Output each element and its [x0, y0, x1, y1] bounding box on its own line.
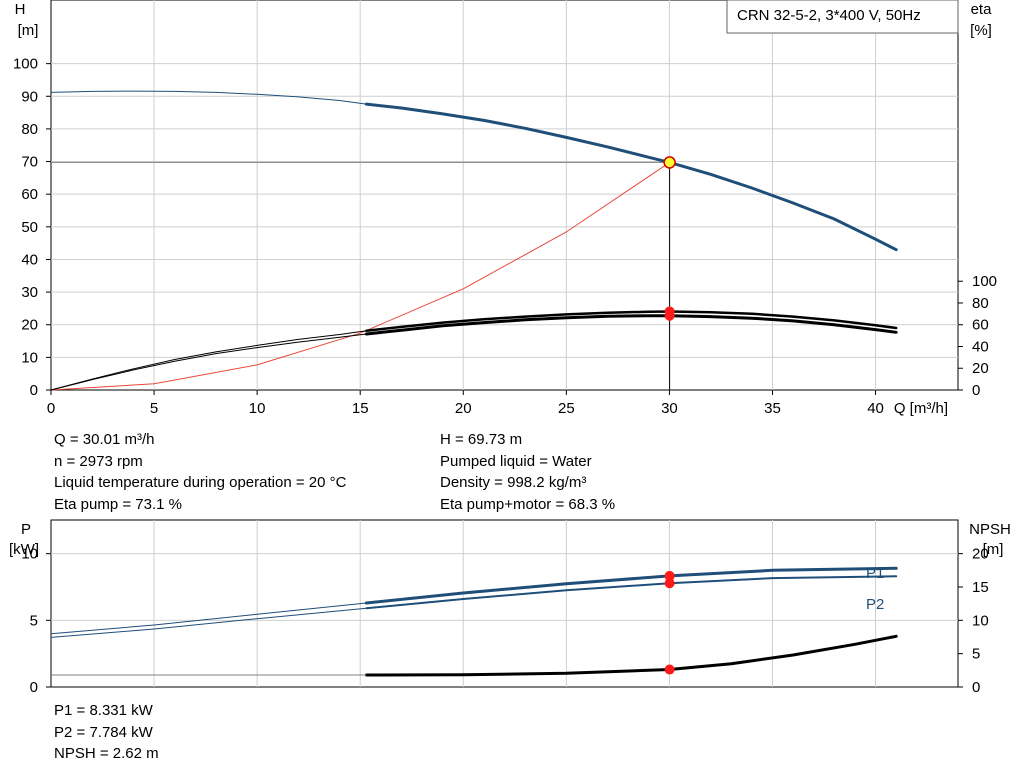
h-tick-label: 10: [21, 349, 38, 366]
npsh-axis-unit: [m]: [983, 541, 1004, 558]
p2-curve: [365, 575, 898, 610]
h-tick-label: 20: [21, 317, 38, 334]
head-axis-label: H: [15, 1, 26, 18]
h-tick-label: 50: [21, 219, 38, 236]
eta-tick-label: 80: [972, 295, 989, 312]
info-p2: P2 = 7.784 kW: [54, 723, 153, 741]
p2-duty-marker: [664, 578, 675, 589]
flow-axis-label: Q [m³/h]: [894, 400, 948, 417]
npsh-axis-label: NPSH: [969, 521, 1011, 538]
info-eta-pump: Eta pump = 73.1 %: [54, 495, 182, 513]
bottom-plot-frame: [50, 519, 959, 688]
npsh-tick-label: 15: [972, 579, 989, 596]
x-tick-label: 40: [867, 400, 884, 417]
h-tick-label: 60: [21, 186, 38, 203]
h-tick-label: 90: [21, 88, 38, 105]
eta-tick-label: 60: [972, 317, 989, 334]
eta-tick-label: 20: [972, 360, 989, 377]
info-pumped-liquid: Pumped liquid = Water: [440, 452, 592, 470]
x-tick-label: 20: [455, 400, 472, 417]
h-tick-label: 30: [21, 284, 38, 301]
info-flow: Q = 30.01 m³/h: [54, 431, 155, 448]
p2-curve-extension: [50, 607, 367, 638]
h-tick-label: 40: [21, 251, 38, 268]
h-tick-label: 80: [21, 121, 38, 138]
info-speed: n = 2973 rpm: [54, 452, 143, 470]
head-curve-extension: [50, 90, 367, 105]
head-axis-unit: [m]: [18, 22, 39, 39]
eta-axis-label: eta: [971, 1, 993, 18]
eta-pump-motor-duty-marker: [664, 310, 675, 321]
operating-point-marker: [663, 156, 676, 169]
info-liquid-temperature: Liquid temperature during operation = 20…: [54, 474, 347, 491]
info-eta-pump-motor: Eta pump+motor = 68.3 %: [440, 495, 616, 513]
pump-title: CRN 32-5-2, 3*400 V, 50Hz: [737, 7, 921, 24]
h-tick-label: 100: [13, 56, 38, 73]
power-axis-unit: [kW]: [9, 541, 39, 558]
info-p1: P1 = 8.331 kW: [54, 702, 153, 719]
bottom-info: P1 = 8.331 kW P2 = 7.784 kW NPSH = 2.62 …: [54, 700, 159, 765]
info-density: Density = 998.2 kg/m³: [440, 474, 587, 491]
eta-tick-label: 100: [972, 273, 997, 290]
eta-tick-label: 0: [972, 382, 980, 399]
npsh-tick-label: 0: [972, 679, 980, 696]
title-box: [726, 0, 959, 34]
npsh-curve: [364, 634, 898, 677]
p1-duty-marker: [664, 570, 675, 581]
npsh-duty-marker: [664, 664, 675, 675]
p2-series-label: P2: [866, 596, 884, 613]
eta-pump-motor-curve: [364, 314, 898, 336]
x-tick-label: 35: [764, 400, 781, 417]
p-tick-label: 10: [21, 546, 38, 563]
x-tick-label: 5: [150, 400, 158, 417]
eta-tick-label: 40: [972, 338, 989, 355]
eta-pump-curve: [365, 310, 898, 332]
p-tick-label: 0: [30, 679, 38, 696]
p-tick-label: 5: [30, 612, 38, 629]
x-tick-label: 15: [352, 400, 369, 417]
h-tick-label: 70: [21, 154, 38, 171]
top-info-right: H = 69.73 m Pumped liquid = Water Densit…: [440, 429, 615, 515]
top-plot-frame: [50, 0, 959, 391]
eta-pump-curve-extension: [50, 330, 367, 391]
top-info-left: Q = 30.01 m³/h n = 2973 rpm Liquid tempe…: [54, 429, 346, 515]
npsh-tick-label: 10: [972, 612, 989, 629]
info-head: H = 69.73 m: [440, 431, 523, 448]
p1-series-label: P1: [866, 565, 884, 582]
x-tick-label: 0: [47, 400, 55, 417]
power-axis-label: P: [21, 521, 31, 538]
x-tick-label: 10: [249, 400, 266, 417]
npsh-tick-label: 20: [972, 546, 989, 563]
p1-curve: [364, 566, 898, 605]
head-curve: [364, 102, 898, 252]
x-tick-label: 25: [558, 400, 575, 417]
p1-curve-extension: [50, 602, 367, 635]
eta-axis-unit: [%]: [970, 22, 992, 39]
eta-pump-motor-curve-extension: [50, 333, 367, 391]
h-tick-label: 0: [30, 382, 38, 399]
x-tick-label: 30: [661, 400, 678, 417]
system-curve: [50, 161, 670, 391]
npsh-tick-label: 5: [972, 646, 980, 663]
info-npsh: NPSH = 2.62 m: [54, 745, 159, 762]
